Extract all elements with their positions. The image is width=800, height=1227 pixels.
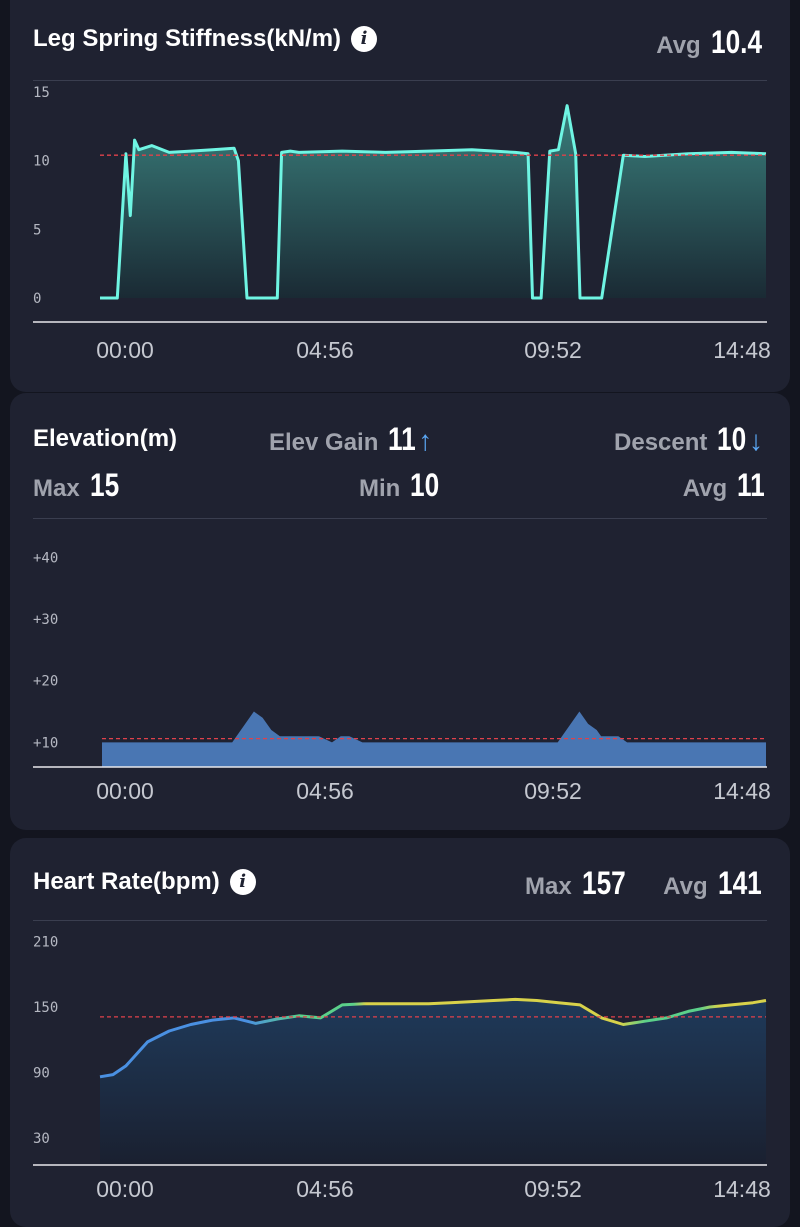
hr-max-stat: Max 157 xyxy=(525,865,627,902)
y-tick-label: +20 xyxy=(33,674,58,690)
elev-avg-stat: Avg 11 xyxy=(682,467,765,504)
y-tick-label: 10 xyxy=(33,154,50,170)
heart-rate-line xyxy=(99,997,767,1079)
leg-spring-stiffness-chart: 15 10 5 0 00:00 04:56 09:52 14:48 xyxy=(33,85,771,363)
heart-rate-title: Heart Rate(bpm) i xyxy=(33,868,256,896)
elev-gain-stat: Elev Gain 11 ↑ xyxy=(269,421,432,458)
y-tick-label: +10 xyxy=(33,735,58,751)
x-tick-label: 00:00 xyxy=(96,337,154,363)
divider xyxy=(33,920,767,921)
x-tick-label: 14:48 xyxy=(713,1176,771,1202)
descent-label: Descent xyxy=(614,429,708,456)
arrow-up-icon: ↑ xyxy=(418,425,433,456)
x-tick-label: 04:56 xyxy=(296,337,354,363)
elev-gain-label: Elev Gain xyxy=(269,429,379,456)
x-tick-label: 00:00 xyxy=(96,778,154,804)
avg-label: Avg xyxy=(656,32,701,59)
y-tick-label: 15 xyxy=(33,85,50,101)
elev-min-stat: Min 10 xyxy=(359,467,440,504)
y-tick-label: 0 xyxy=(33,291,41,307)
stiffness-area xyxy=(100,105,766,298)
min-value: 10 xyxy=(410,467,440,503)
stiffness-line xyxy=(100,104,767,300)
elev-max-stat: Max 15 xyxy=(33,467,119,504)
divider xyxy=(33,518,767,519)
elevation-area xyxy=(102,711,766,767)
avg-label: Avg xyxy=(682,475,728,502)
avg-value: 141 xyxy=(717,865,762,901)
y-tick-label: 90 xyxy=(33,1065,50,1081)
x-tick-label: 09:52 xyxy=(524,1176,582,1202)
x-tick-label: 09:52 xyxy=(524,778,582,804)
max-label: Max xyxy=(33,475,80,502)
max-value: 157 xyxy=(581,865,626,901)
max-value: 15 xyxy=(89,467,119,503)
x-tick-label: 14:48 xyxy=(713,337,771,363)
x-tick-label: 09:52 xyxy=(524,337,582,363)
arrow-down-icon: ↓ xyxy=(749,425,763,456)
elevation-card: Elevation(m) Elev Gain 11 ↑ Descent 10 ↓… xyxy=(10,393,790,830)
elev-gain-value: 11 xyxy=(388,421,417,457)
lss-avg-stat: Avg 10.4 xyxy=(656,24,765,61)
heart-rate-card: Heart Rate(bpm) i Max 157 Avg 141 210 150… xyxy=(10,838,790,1227)
elevation-title: Elevation(m) xyxy=(33,425,177,453)
x-tick-label: 04:56 xyxy=(296,778,354,804)
elevation-chart: +40 +30 +20 +10 00:00 04:56 09:52 14:48 xyxy=(33,550,771,804)
x-tick-label: 00:00 xyxy=(96,1176,154,1202)
y-tick-label: +30 xyxy=(33,612,58,628)
y-tick-label: 210 xyxy=(33,935,58,951)
x-tick-label: 14:48 xyxy=(713,778,771,804)
y-tick-label: 5 xyxy=(33,222,41,238)
card-title-text: Elevation(m) xyxy=(33,425,178,452)
card-title-text: Heart Rate(bpm) xyxy=(33,868,220,895)
hr-avg-stat: Avg 141 xyxy=(663,865,763,902)
descent-stat: Descent 10 ↓ xyxy=(614,421,763,458)
max-label: Max xyxy=(525,873,572,900)
y-tick-label: 30 xyxy=(33,1131,50,1147)
leg-spring-stiffness-title: Leg Spring Stiffness(kN/m) i xyxy=(33,25,378,53)
x-tick-label: 04:56 xyxy=(296,1176,354,1202)
avg-value: 11 xyxy=(737,467,765,503)
info-icon[interactable]: i xyxy=(229,869,256,895)
y-tick-label: 150 xyxy=(33,1000,58,1016)
leg-spring-stiffness-card: Leg Spring Stiffness(kN/m) i Avg 10.4 15… xyxy=(10,0,790,392)
avg-label: Avg xyxy=(663,873,708,900)
min-label: Min xyxy=(359,475,401,502)
heart-rate-chart: 210 150 90 30 00:00 04:56 09:52 14:48 xyxy=(33,935,771,1202)
info-icon[interactable]: i xyxy=(351,26,378,52)
descent-value: 10 xyxy=(717,421,747,457)
card-title-text: Leg Spring Stiffness(kN/m) xyxy=(33,25,342,52)
y-tick-label: +40 xyxy=(33,550,58,566)
divider xyxy=(33,80,767,81)
avg-value: 10.4 xyxy=(710,24,762,60)
heart-rate-area xyxy=(100,999,766,1164)
